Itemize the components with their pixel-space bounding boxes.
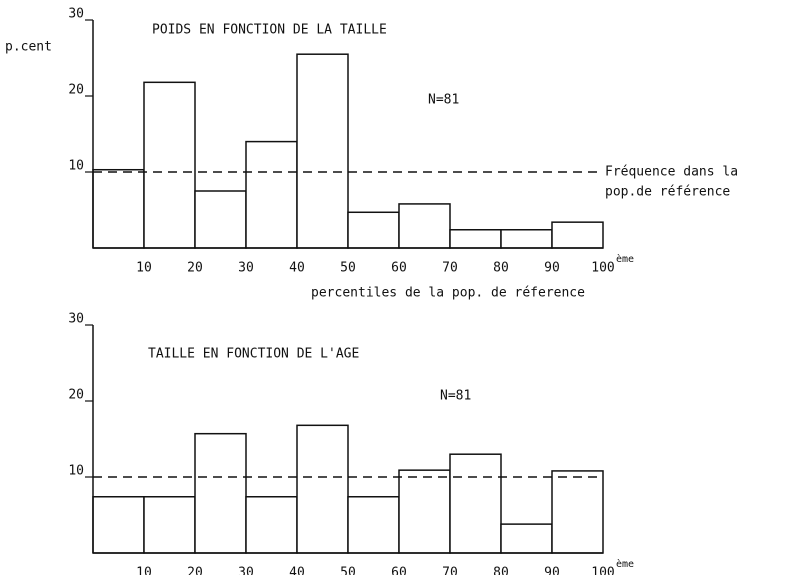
- bar: [194, 432, 247, 554]
- x-tick-label: 30: [238, 261, 254, 276]
- bar: [296, 424, 349, 554]
- annotation: N=81: [440, 389, 471, 404]
- chart-title: POIDS EN FONCTION DE LA TAILLE: [152, 23, 387, 38]
- x-tick-label: 70: [442, 261, 458, 276]
- y-axis-label: p.cent: [5, 40, 52, 55]
- x-tick-label: 60: [391, 261, 407, 276]
- y-tick-label: 20: [68, 83, 84, 98]
- y-tick-label: 10: [68, 464, 84, 479]
- x-tick-label: 100: [591, 261, 614, 276]
- bar: [143, 496, 196, 554]
- x-tick-label: 30: [238, 566, 254, 575]
- x-tick-label: 50: [340, 566, 356, 575]
- bar: [551, 221, 604, 249]
- x-tick-label: 80: [493, 566, 509, 575]
- bar: [398, 203, 451, 249]
- x-tick-label: 70: [442, 566, 458, 575]
- x-tick-label: 20: [187, 566, 203, 575]
- x-tick-label: 90: [544, 261, 560, 276]
- x-tick-suffix: ème: [616, 253, 634, 265]
- bar: [500, 229, 553, 249]
- y-tick-label: 20: [68, 388, 84, 403]
- x-tick-label: 20: [187, 261, 203, 276]
- annotation: N=81: [428, 93, 459, 108]
- x-tick-label: 40: [289, 566, 305, 575]
- x-tick-label: 40: [289, 261, 305, 276]
- x-tick-label: 100: [591, 566, 614, 575]
- x-tick-label: 10: [136, 261, 152, 276]
- x-tick-suffix: ème: [616, 558, 634, 570]
- y-tick-label: 30: [68, 312, 84, 327]
- bar: [92, 496, 145, 554]
- x-tick-label: 10: [136, 566, 152, 575]
- bar: [245, 496, 298, 554]
- bar: [347, 496, 400, 554]
- bar: [398, 469, 451, 554]
- x-axis-label: percentiles de la pop. de réference: [311, 286, 585, 301]
- bar: [500, 523, 553, 554]
- bar: [92, 168, 145, 249]
- bar: [194, 190, 247, 249]
- y-tick-label: 30: [68, 7, 84, 22]
- bar: [143, 81, 196, 249]
- x-tick-label: 90: [544, 566, 560, 575]
- y-tick-label: 10: [68, 159, 84, 174]
- bar: [551, 470, 604, 554]
- bar: [296, 53, 349, 249]
- reference-label: Fréquence dans la: [605, 165, 738, 180]
- bar: [449, 229, 502, 249]
- reference-label: pop.de référence: [605, 185, 730, 200]
- x-tick-label: 50: [340, 261, 356, 276]
- bar: [347, 211, 400, 249]
- x-tick-label: 80: [493, 261, 509, 276]
- chart-title: TAILLE EN FONCTION DE L'AGE: [148, 347, 359, 362]
- bar: [245, 140, 298, 249]
- x-tick-label: 60: [391, 566, 407, 575]
- bar: [449, 453, 502, 554]
